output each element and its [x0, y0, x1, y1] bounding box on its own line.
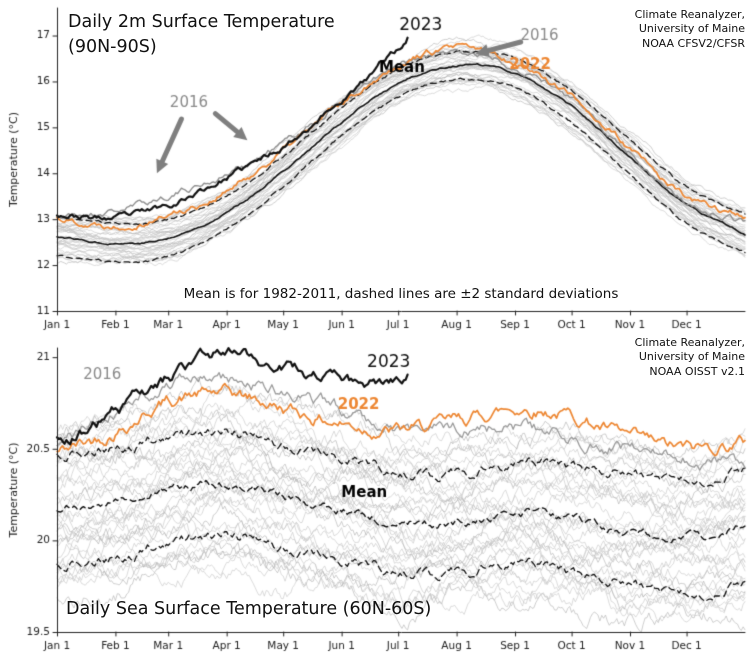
climate-reanalyzer-figure: Daily 2m Surface Temperature (90N-90S) C…	[0, 0, 754, 658]
climate-charts-canvas	[0, 0, 754, 658]
